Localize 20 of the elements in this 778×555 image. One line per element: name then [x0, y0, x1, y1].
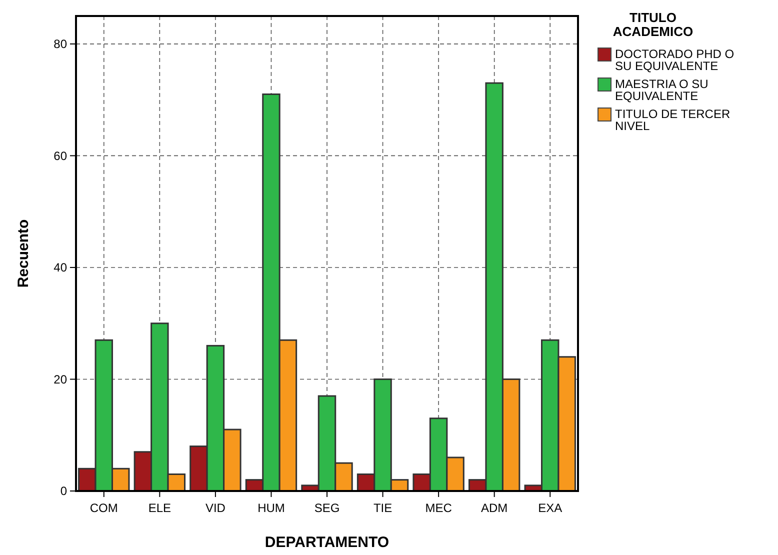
legend-title: TITULO ACADEMICO	[612, 10, 694, 39]
y-tick-label: 20	[54, 372, 68, 386]
x-tick-label: ELE	[148, 501, 172, 515]
y-tick-label: 0	[60, 484, 68, 498]
legend-label: DOCTORADO PHD O SU EQUIVALENTE	[615, 47, 734, 73]
x-tick-label: COM	[90, 501, 118, 515]
x-tick-label: SEG	[314, 501, 340, 515]
y-tick-label: 40	[54, 260, 68, 275]
x-tick-label: EXA	[538, 501, 562, 515]
y-axis-title: Recuento	[15, 219, 32, 288]
y-tick-label: 60	[54, 148, 68, 163]
x-axis-title: DEPARTAMENTO	[264, 534, 390, 551]
x-tick-label: MEC	[425, 501, 452, 515]
legend-label: TITULO DE TERCER NIVEL	[615, 107, 730, 133]
y-tick-label: 80	[54, 37, 68, 52]
x-tick-label: VID	[205, 501, 226, 515]
legend-label: MAESTRIA O SU EQUIVALENTE	[615, 77, 708, 103]
x-tick-label: ADM	[480, 501, 508, 515]
x-tick-label: TIE	[373, 501, 392, 515]
x-tick-label: HUM	[258, 501, 285, 515]
